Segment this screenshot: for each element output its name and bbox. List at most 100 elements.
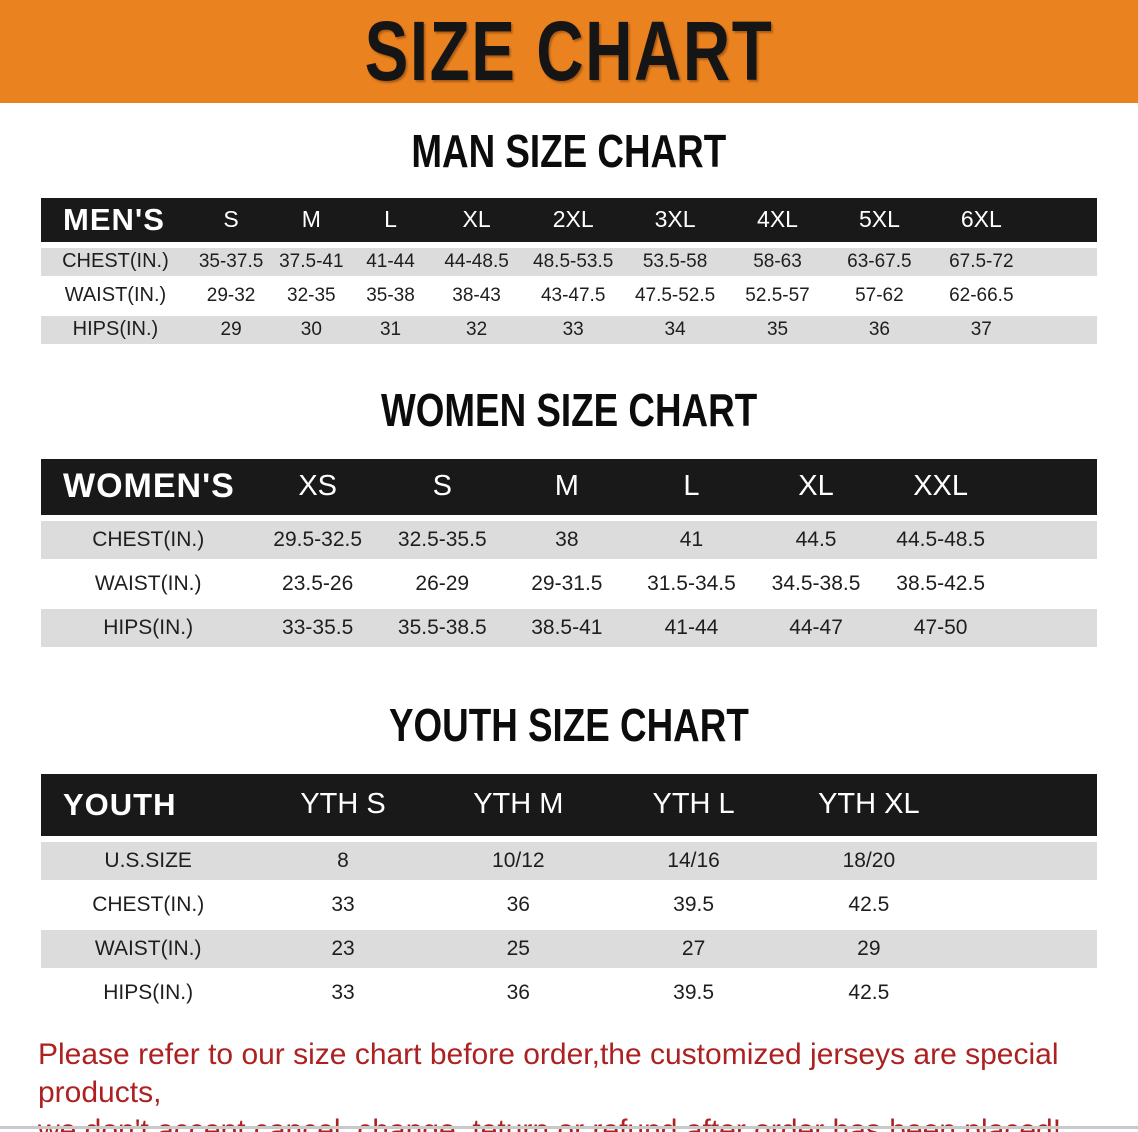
measure-cell: 33 (522, 315, 624, 344)
measure-cell: 52.5-57 (726, 281, 829, 310)
mens-header-row: MEN'S S M L XL 2XL 3XL 4XL 5XL 6XL (41, 197, 1097, 242)
mens-header-label: MEN'S (41, 197, 190, 242)
mens-col-header: L (350, 197, 431, 242)
women-section-heading: WOMEN SIZE CHART (0, 384, 1138, 437)
youth-size-table: YOUTH YTH S YTH M YTH L YTH XL U.S.SIZE … (41, 768, 1097, 1018)
measure-cell: 35-38 (350, 281, 431, 310)
measure-cell: 32-35 (272, 281, 351, 310)
womens-col-header: XL (753, 458, 879, 515)
measure-cell: 36 (828, 315, 931, 344)
spacer-cell (1032, 281, 1097, 310)
spacer-cell (1032, 247, 1097, 276)
mens-waist-row: WAIST(IN.) 29-32 32-35 35-38 38-43 43-47… (41, 281, 1097, 310)
measure-cell: 35 (726, 315, 829, 344)
row-label: HIPS(IN.) (41, 608, 256, 647)
row-label: HIPS(IN.) (41, 973, 256, 1012)
measure-cell: 36 (430, 885, 606, 924)
measure-cell: 41-44 (350, 247, 431, 276)
measure-cell: 38 (504, 520, 630, 559)
measure-cell: 29.5-32.5 (255, 520, 380, 559)
measure-cell: 29-32 (189, 281, 273, 310)
measure-cell: 33-35.5 (255, 608, 380, 647)
measure-cell: 18/20 (781, 841, 957, 880)
measure-cell: 47-50 (878, 608, 1003, 647)
measure-cell: 43-47.5 (522, 281, 624, 310)
youth-hips-row: HIPS(IN.) 33 36 39.5 42.5 (41, 973, 1097, 1012)
measure-cell: 34 (623, 315, 727, 344)
measure-cell: 31 (350, 315, 431, 344)
measure-cell: 62-66.5 (930, 281, 1033, 310)
bottom-divider (0, 1126, 1138, 1129)
row-label: HIPS(IN.) (41, 315, 190, 344)
youth-section-title: YOUTH SIZE CHART (389, 698, 749, 751)
women-section-title: WOMEN SIZE CHART (380, 383, 758, 436)
measure-cell: 33 (255, 973, 431, 1012)
measure-cell: 42.5 (781, 973, 957, 1012)
measure-cell: 41-44 (629, 608, 754, 647)
youth-col-header: YTH M (430, 773, 606, 836)
measure-cell: 48.5-53.5 (522, 247, 624, 276)
measure-cell: 63-67.5 (828, 247, 931, 276)
measure-cell: 38-43 (430, 281, 523, 310)
youth-table-wrap: YOUTH YTH S YTH M YTH L YTH XL U.S.SIZE … (41, 768, 1097, 1018)
spacer-cell (1002, 520, 1097, 559)
measure-cell: 23 (255, 929, 431, 968)
youth-chest-row: CHEST(IN.) 33 36 39.5 42.5 (41, 885, 1097, 924)
measure-cell: 25 (430, 929, 606, 968)
spacer-cell (1032, 315, 1097, 344)
mens-chest-row: CHEST(IN.) 35-37.5 37.5-41 41-44 44-48.5… (41, 247, 1097, 276)
men-table-wrap: MEN'S S M L XL 2XL 3XL 4XL 5XL 6XL CHEST… (41, 192, 1097, 350)
disclaimer: Please refer to our size chart before or… (38, 1036, 1100, 1132)
youth-col-header: YTH L (605, 773, 782, 836)
row-label: U.S.SIZE (41, 841, 256, 880)
youth-col-header: YTH S (255, 773, 431, 836)
measure-cell: 32 (430, 315, 523, 344)
measure-cell: 37.5-41 (272, 247, 351, 276)
womens-chest-row: CHEST(IN.) 29.5-32.5 32.5-35.5 38 41 44.… (41, 520, 1097, 559)
row-label: CHEST(IN.) (41, 885, 256, 924)
measure-cell: 42.5 (781, 885, 957, 924)
measure-cell: 29 (189, 315, 273, 344)
mens-col-header: XL (430, 197, 523, 242)
measure-cell: 41 (629, 520, 754, 559)
row-label: WAIST(IN.) (41, 564, 256, 603)
spacer-cell (1002, 458, 1097, 515)
spacer-cell (956, 929, 1097, 968)
mens-col-header: 5XL (828, 197, 931, 242)
mens-size-table: MEN'S S M L XL 2XL 3XL 4XL 5XL 6XL CHEST… (41, 192, 1097, 350)
spacer-cell (1032, 197, 1097, 242)
measure-cell: 44.5-48.5 (878, 520, 1003, 559)
measure-cell: 38.5-42.5 (878, 564, 1003, 603)
womens-col-header: XXL (878, 458, 1003, 515)
spacer-cell (1002, 564, 1097, 603)
youth-section-heading: YOUTH SIZE CHART (0, 699, 1138, 752)
measure-cell: 39.5 (605, 973, 782, 1012)
mens-col-header: 3XL (623, 197, 727, 242)
spacer-cell (956, 973, 1097, 1012)
mens-hips-row: HIPS(IN.) 29 30 31 32 33 34 35 36 37 (41, 315, 1097, 344)
measure-cell: 29 (781, 929, 957, 968)
measure-cell: 8 (255, 841, 431, 880)
youth-waist-row: WAIST(IN.) 23 25 27 29 (41, 929, 1097, 968)
spacer-cell (1002, 608, 1097, 647)
measure-cell: 34.5-38.5 (753, 564, 879, 603)
spacer-cell (956, 773, 1097, 836)
disclaimer-line-1: Please refer to our size chart before or… (38, 1037, 1059, 1109)
men-section-heading: MAN SIZE CHART (0, 125, 1138, 178)
womens-col-header: M (504, 458, 630, 515)
row-label: WAIST(IN.) (41, 281, 190, 310)
womens-col-header: S (379, 458, 505, 515)
men-section-title: MAN SIZE CHART (411, 125, 727, 177)
measure-cell: 47.5-52.5 (623, 281, 727, 310)
mens-col-header: S (189, 197, 273, 242)
spacer-cell (956, 841, 1097, 880)
measure-cell: 35.5-38.5 (379, 608, 505, 647)
womens-col-header: L (629, 458, 754, 515)
womens-header-row: WOMEN'S XS S M L XL XXL (41, 458, 1097, 515)
measure-cell: 35-37.5 (189, 247, 273, 276)
measure-cell: 32.5-35.5 (379, 520, 505, 559)
measure-cell: 44.5 (753, 520, 879, 559)
mens-col-header: 4XL (726, 197, 829, 242)
row-label: CHEST(IN.) (41, 520, 256, 559)
